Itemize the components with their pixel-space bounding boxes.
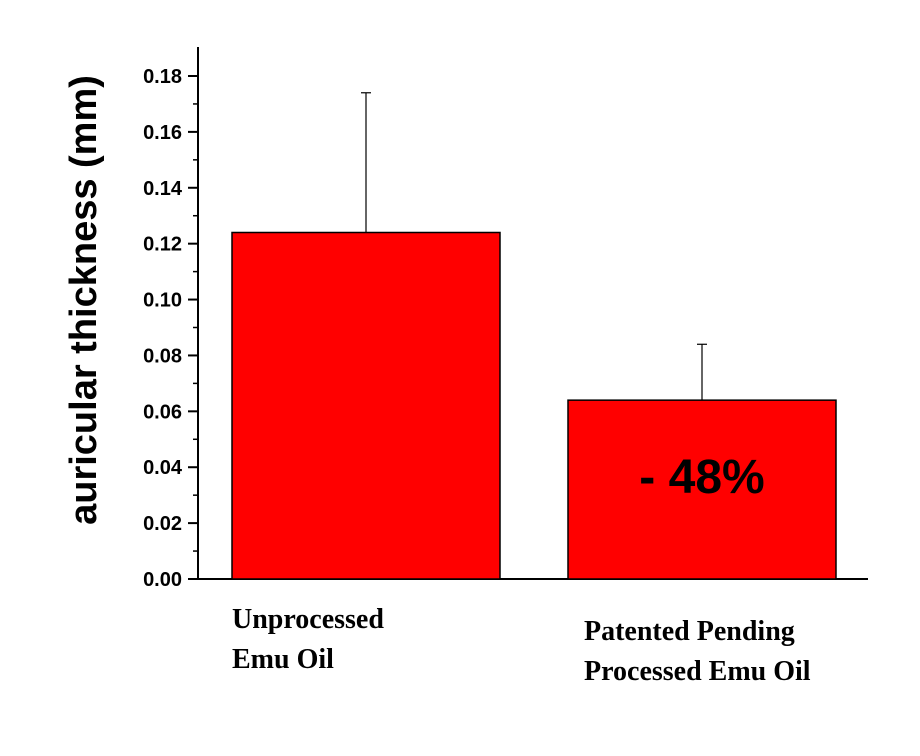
category-label-1-line-1: Processed Emu Oil [584, 656, 811, 687]
bars [231, 92, 837, 580]
category-label-0-line-1: Emu Oil [232, 644, 334, 675]
y-tick-label-2: 0.04 [143, 457, 183, 479]
y-tick-label-6: 0.12 [143, 234, 182, 256]
y-tick-label-3: 0.06 [143, 401, 182, 423]
y-tick-label-8: 0.16 [143, 122, 182, 144]
y-axis-label: auricular thickness (mm) [63, 75, 105, 525]
bar-1 [567, 399, 837, 580]
labels: Unprocessed Emu Oil Patented Pending Proces… [232, 451, 811, 687]
y-tick-label-1: 0.02 [143, 513, 182, 535]
y-tick-label-0: 0.00 [143, 569, 182, 591]
category-label-1-line-0: Patented Pending [584, 616, 795, 647]
bar-0 [231, 231, 501, 580]
y-tick-label-5: 0.10 [143, 290, 182, 312]
y-tick-label-4: 0.08 [143, 345, 182, 367]
y-tick-label-9: 0.18 [143, 66, 182, 88]
y-tick-label-7: 0.14 [143, 178, 183, 200]
annotation-0: - 48% [639, 451, 764, 504]
category-label-0-line-0: Unprocessed [232, 604, 384, 635]
